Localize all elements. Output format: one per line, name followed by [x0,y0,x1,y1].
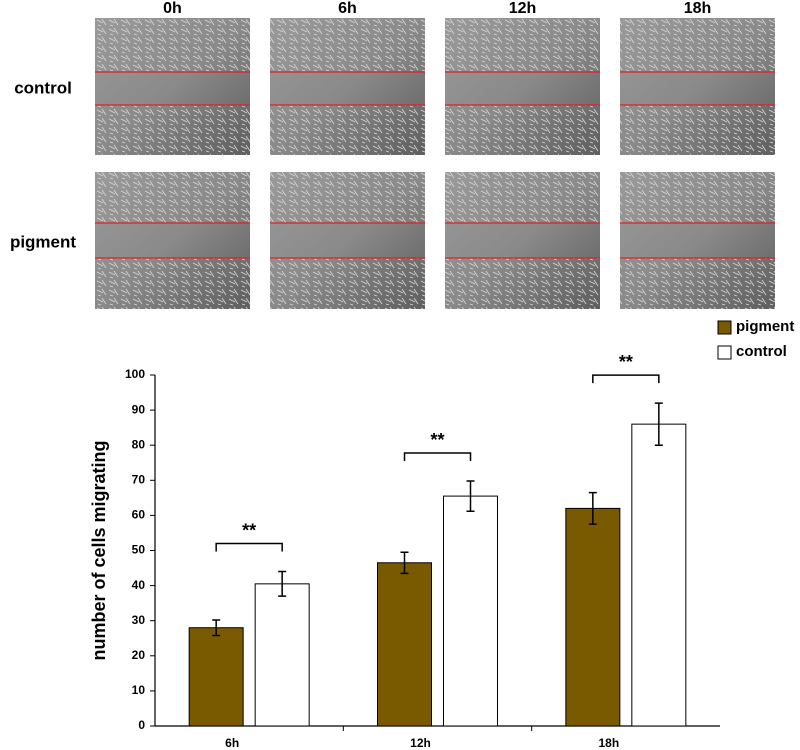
bar [565,507,621,727]
legend-label: pigment [736,318,794,335]
y-tick-label: 100 [125,367,145,381]
micrograph-texture [95,258,250,309]
column-header: 18h [684,0,712,17]
y-tick-label: 70 [132,472,146,486]
legend-label: control [736,343,787,360]
y-tick-label: 20 [132,648,146,662]
row-label: pigment [10,232,76,251]
x-tick-label: 12h [410,736,431,750]
micrograph-texture [445,18,600,72]
y-tick-label: 10 [132,683,146,697]
column-header: 12h [509,0,537,17]
micrograph-texture [445,105,600,155]
significance-label: ** [242,520,256,540]
y-tick-label: 90 [132,402,146,416]
micrograph-texture [270,18,425,72]
y-tick-label: 60 [132,508,146,522]
x-tick-label: 18h [598,736,619,750]
micrograph-texture [445,258,600,309]
y-axis-label: number of cells migrating [89,440,109,660]
x-tick-label: 6h [225,736,239,750]
significance-label: ** [430,430,444,450]
error-bar [400,551,409,575]
error-bar [654,402,663,446]
column-header: 0h [163,0,182,17]
error-bar [588,491,597,525]
bar [254,583,310,727]
y-tick-label: 80 [132,437,146,451]
error-bar [212,619,221,637]
significance-bracket [592,374,660,384]
bar [443,495,498,727]
micrograph-texture [270,105,425,155]
micrograph-texture [620,172,775,223]
micrograph-texture [620,18,775,72]
row-label: control [14,78,72,97]
y-tick-label: 50 [132,543,146,557]
bar [631,423,687,727]
bar [188,627,244,727]
significance-bracket [403,452,472,462]
micrograph-texture [445,172,600,223]
micrograph-texture [620,258,775,309]
micrograph-texture [270,172,425,223]
bar [377,562,432,727]
micrograph-texture [270,258,425,309]
legend-swatch [717,345,732,360]
micrograph-texture [95,172,250,223]
legend-swatch [717,320,732,335]
micrograph-texture [620,105,775,155]
error-bar [466,480,475,512]
micrograph-texture [95,105,250,155]
micrograph-texture [95,18,250,72]
y-tick-label: 40 [132,578,146,592]
y-tick-label: 0 [138,718,145,732]
significance-bracket [215,542,283,552]
error-bar [278,570,287,597]
y-tick-label: 30 [132,613,146,627]
column-header: 6h [338,0,357,17]
significance-label: ** [619,352,633,372]
